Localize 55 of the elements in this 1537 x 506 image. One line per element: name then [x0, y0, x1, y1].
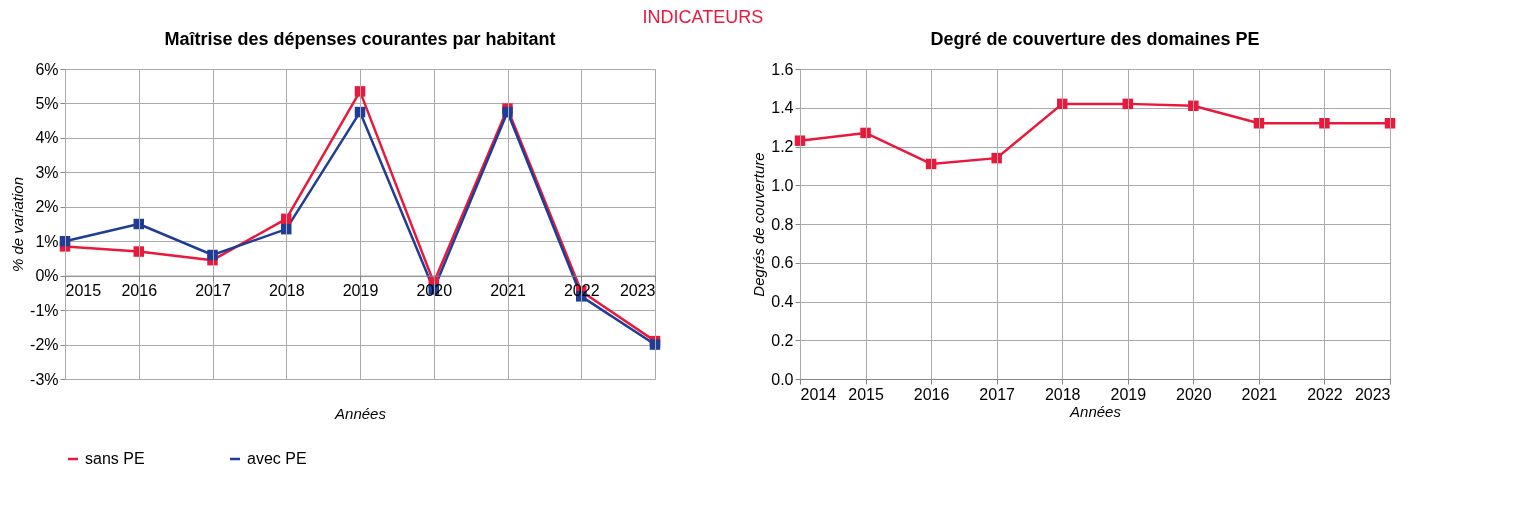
x-tick-label: 2018 [268, 282, 305, 300]
chart-title: Degré de couverture des domaines PE [930, 29, 1260, 49]
y-axis-title: % de variation [9, 176, 27, 273]
y-tick-label: 0.4 [771, 293, 794, 310]
legend-label: avec PE [247, 450, 307, 467]
x-axis-title: Années [334, 404, 387, 422]
y-tick-label: 1.2 [771, 138, 794, 155]
point [502, 106, 513, 118]
x-tick-label: 2018 [1044, 385, 1081, 403]
x-axis-title: Années [1069, 402, 1122, 420]
y-tick-label: -2% [30, 336, 59, 354]
y-tick-label: 2% [35, 198, 59, 216]
x-tick-label: 2016 [913, 385, 950, 403]
point [207, 249, 218, 261]
x-tick-label: 2022 [1307, 385, 1343, 403]
x-tick-label: 2019 [342, 282, 379, 300]
y-tick-label: -3% [30, 370, 59, 388]
text: INDICATEURS [642, 6, 764, 27]
x-tick-label: 2019 [1110, 385, 1147, 403]
y-tick-label: -1% [30, 301, 59, 319]
y-tick-label: 3% [35, 163, 59, 181]
point [133, 246, 144, 257]
y-tick-label: 1% [35, 232, 59, 250]
x-tick-label: 2023 [619, 282, 656, 300]
point [860, 127, 871, 139]
point [1319, 118, 1330, 129]
y-tick-label: 0% [35, 267, 59, 285]
x-tick-label: 2016 [121, 282, 158, 300]
y-tick-label: 0.6 [771, 254, 794, 272]
point [354, 86, 366, 97]
x-tick-label: 2017 [979, 385, 1016, 403]
y-tick-label: 4% [35, 129, 59, 147]
y-tick-label: 1.0 [771, 176, 794, 194]
point [1188, 100, 1199, 112]
y-tick-label: 0.2 [771, 331, 794, 349]
y-axis-title: Degrés de couverture [750, 152, 768, 297]
y-tick-label: 6% [35, 60, 59, 78]
y-tick-label: 0.0 [771, 370, 794, 388]
x-tick-label: 2021 [490, 282, 526, 300]
x-tick-label: 2015 [848, 385, 884, 403]
x-tick-label: 2014 [800, 385, 837, 403]
chart-title: Maîtrise des dépenses courantes par habitant [164, 29, 556, 49]
x-tick-label: 2021 [1241, 385, 1278, 403]
y-tick-label: 5% [35, 94, 59, 112]
x-tick-label: 2023 [1354, 385, 1391, 403]
point [991, 152, 1002, 164]
y-tick-label: 0.8 [771, 215, 794, 233]
x-tick-label: 2017 [195, 282, 231, 300]
x-tick-label: 2020 [1176, 385, 1212, 403]
y-tick-label: 1.6 [771, 60, 794, 78]
y-tick-label: 1.4 [771, 99, 794, 117]
point [794, 135, 806, 146]
legend-label: sans PE [85, 450, 145, 467]
x-tick-label: 2015 [65, 282, 102, 300]
point [649, 339, 661, 350]
